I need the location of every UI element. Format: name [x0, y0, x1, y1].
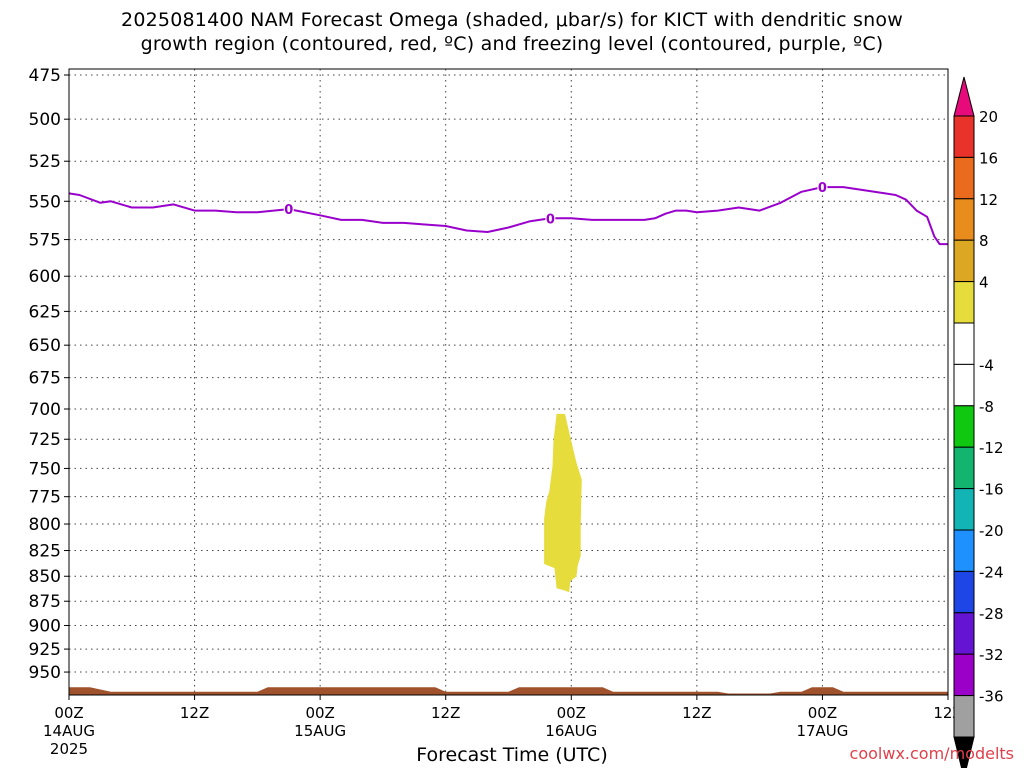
colorbar-label: -12 [979, 439, 1004, 457]
y-tick-label: 825 [29, 542, 61, 562]
y-tick-label: 775 [29, 488, 61, 508]
colorbar-segment [953, 239, 975, 283]
freezing-level-layer: 0 0 0 [68, 179, 948, 246]
x-tick-date-label: 14AUG [43, 722, 95, 740]
x-tick-label: 00Z [808, 704, 837, 722]
x-tick-date-label: 16AUG [545, 722, 597, 740]
colorbar-label: -16 [979, 481, 1004, 499]
colorbar-segment [953, 488, 975, 531]
colorbar-label: 16 [979, 149, 998, 167]
y-tick-label: 650 [29, 336, 61, 356]
x-tick-label: 00Z [557, 704, 586, 722]
y-tick-label: 475 [29, 66, 61, 86]
colorbar-segment [953, 405, 975, 448]
colorbar-label: -20 [979, 522, 1004, 540]
y-tick-label: 525 [29, 152, 61, 172]
y-tick-label: 675 [29, 369, 61, 389]
x-tick-label: 12Z [180, 704, 209, 722]
omega-shading-layer [544, 413, 582, 593]
colorbar-label: 4 [979, 274, 989, 292]
omega-shaded-area [544, 413, 582, 593]
y-tick-label: 900 [29, 616, 61, 636]
freezing-level-label: 0 [546, 212, 555, 227]
colorbar-bottom-triangle [953, 736, 975, 768]
x-tick-year-label: 2025 [50, 740, 88, 758]
contour-label-bg [545, 210, 556, 227]
colorbar-label: -8 [979, 398, 994, 416]
colorbar-top-triangle [953, 76, 975, 117]
freezing-level-line [68, 186, 948, 246]
colorbar-segment [953, 653, 975, 697]
colorbar-segment [953, 570, 975, 614]
freezing-level-label: 0 [818, 181, 827, 196]
y-tick-label: 950 [29, 663, 61, 683]
chart-title-line-1: 2025081400 NAM Forecast Omega (shaded, μ… [121, 9, 903, 31]
contour-label-bg [817, 179, 828, 196]
colorbar-label: 20 [979, 108, 998, 126]
colorbar-segment [953, 198, 975, 241]
y-tick-label: 925 [29, 640, 61, 660]
x-tick-label: 12Z [682, 704, 711, 722]
colorbar-label: -24 [979, 563, 1004, 581]
credit-text: coolwx.com/modelts [849, 744, 1014, 763]
colorbar-segment [953, 529, 975, 572]
y-tick-label: 750 [29, 459, 61, 479]
y-tick-label: 875 [29, 592, 61, 612]
x-tick-label: 00Z [54, 704, 83, 722]
chart-title-line-2: growth region (contoured, red, ºC) and f… [140, 33, 884, 55]
colorbar-label: 8 [979, 232, 989, 250]
grid-lines [68, 69, 949, 695]
y-tick-label: 500 [29, 110, 61, 130]
y-axis: 475 500 525 550 575 600 625 650 675 700 725 750 775 8… [29, 66, 69, 683]
colorbar-segment [953, 281, 975, 324]
colorbar: 20 16 12 8 4 -4 -8 -12 -16 -20 -24 -28 -32 -36 [953, 76, 1004, 768]
colorbar-label: -36 [979, 688, 1004, 706]
terrain-fill [69, 687, 948, 695]
colorbar-segment [953, 612, 975, 655]
y-tick-label: 700 [29, 400, 61, 420]
y-tick-label: 625 [29, 302, 61, 322]
contour-label-bg [283, 201, 294, 218]
colorbar-segment [953, 156, 975, 200]
y-tick-label: 850 [29, 567, 61, 587]
colorbar-label: 12 [979, 191, 998, 209]
y-tick-label: 550 [29, 192, 61, 212]
colorbar-segment [953, 446, 975, 490]
x-axis-title: Forecast Time (UTC) [416, 744, 608, 766]
x-tick-label: 00Z [305, 704, 334, 722]
colorbar-segment [953, 363, 975, 407]
colorbar-segment [953, 695, 975, 738]
y-tick-label: 600 [29, 267, 61, 287]
colorbar-label: -28 [979, 605, 1004, 623]
plot-frame [68, 68, 949, 696]
x-tick-date-label: 15AUG [294, 722, 346, 740]
colorbar-label: -32 [979, 646, 1004, 664]
y-tick-label: 800 [29, 515, 61, 535]
colorbar-label: -4 [979, 356, 994, 374]
colorbar-segment [953, 322, 975, 365]
x-tick-label: 12Z [431, 704, 460, 722]
terrain-layer [69, 687, 948, 695]
colorbar-segment [953, 115, 975, 158]
freezing-level-label: 0 [284, 203, 293, 218]
y-tick-label: 575 [29, 231, 61, 251]
x-tick-date-label: 17AUG [796, 722, 848, 740]
y-tick-label: 725 [29, 430, 61, 450]
